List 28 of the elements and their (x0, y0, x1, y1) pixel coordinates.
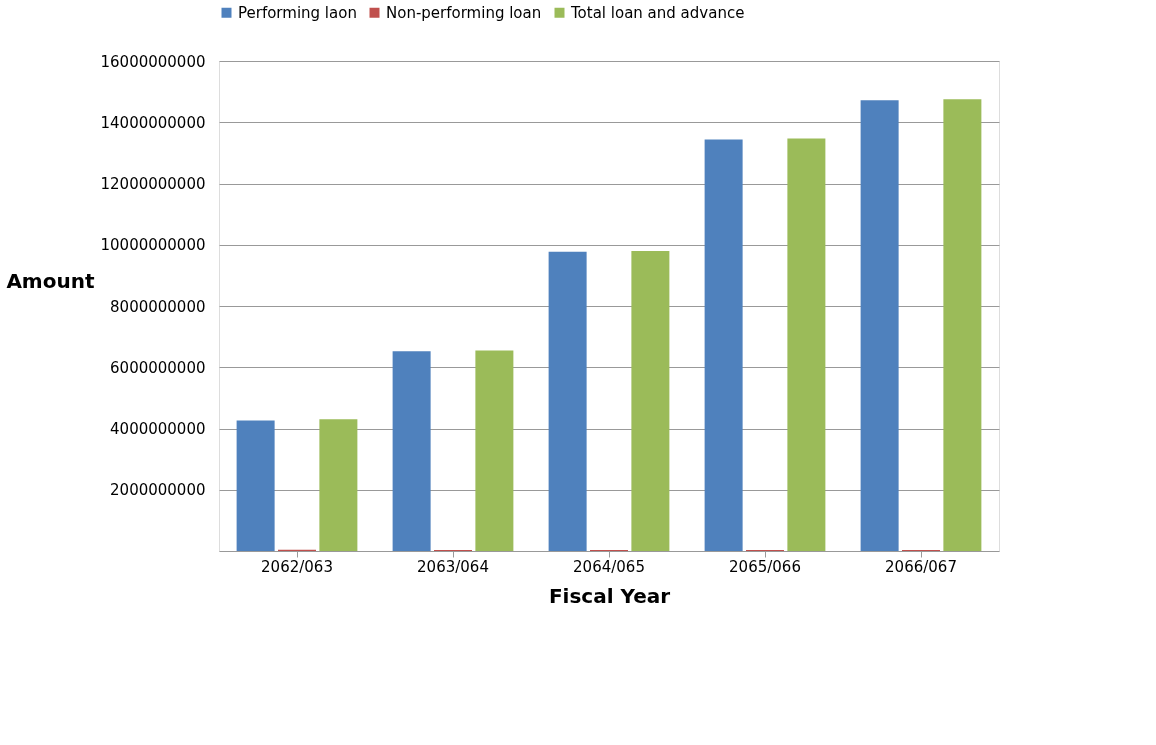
y-tick-label: 6000000000 (110, 358, 206, 377)
legend-label: Performing laon (238, 3, 357, 22)
bar (943, 99, 982, 551)
legend-label: Non-performing loan (386, 3, 542, 22)
y-tick-label: 12000000000 (100, 175, 206, 193)
y-tick-label: 16000000000 (100, 52, 206, 71)
x-axis-title: Fiscal Year (548, 583, 671, 608)
bar (860, 100, 899, 551)
x-tick-label: 2066/067 (885, 557, 957, 576)
y-tick-label: 4000000000 (110, 420, 206, 438)
bar (475, 350, 514, 551)
bar (236, 420, 275, 551)
bar (548, 251, 587, 551)
y-tick-label: 8000000000 (110, 297, 206, 316)
bar (319, 419, 358, 551)
x-tick-label: 2065/066 (729, 557, 801, 576)
bar (392, 351, 431, 551)
x-tick-label: 2064/065 (573, 557, 645, 576)
legend-label: Total loan and advance (570, 3, 745, 22)
y-tick-label: 2000000000 (110, 481, 206, 500)
y-tick-label: 14000000000 (100, 113, 206, 132)
y-tick-label: 10000000000 (100, 236, 206, 255)
bar (787, 138, 826, 551)
bar (704, 139, 743, 551)
x-tick-label: 2062/063 (261, 557, 333, 576)
y-axis-title: Amount (6, 268, 95, 293)
x-tick-label: 2063/064 (417, 557, 489, 576)
bar (631, 250, 670, 551)
